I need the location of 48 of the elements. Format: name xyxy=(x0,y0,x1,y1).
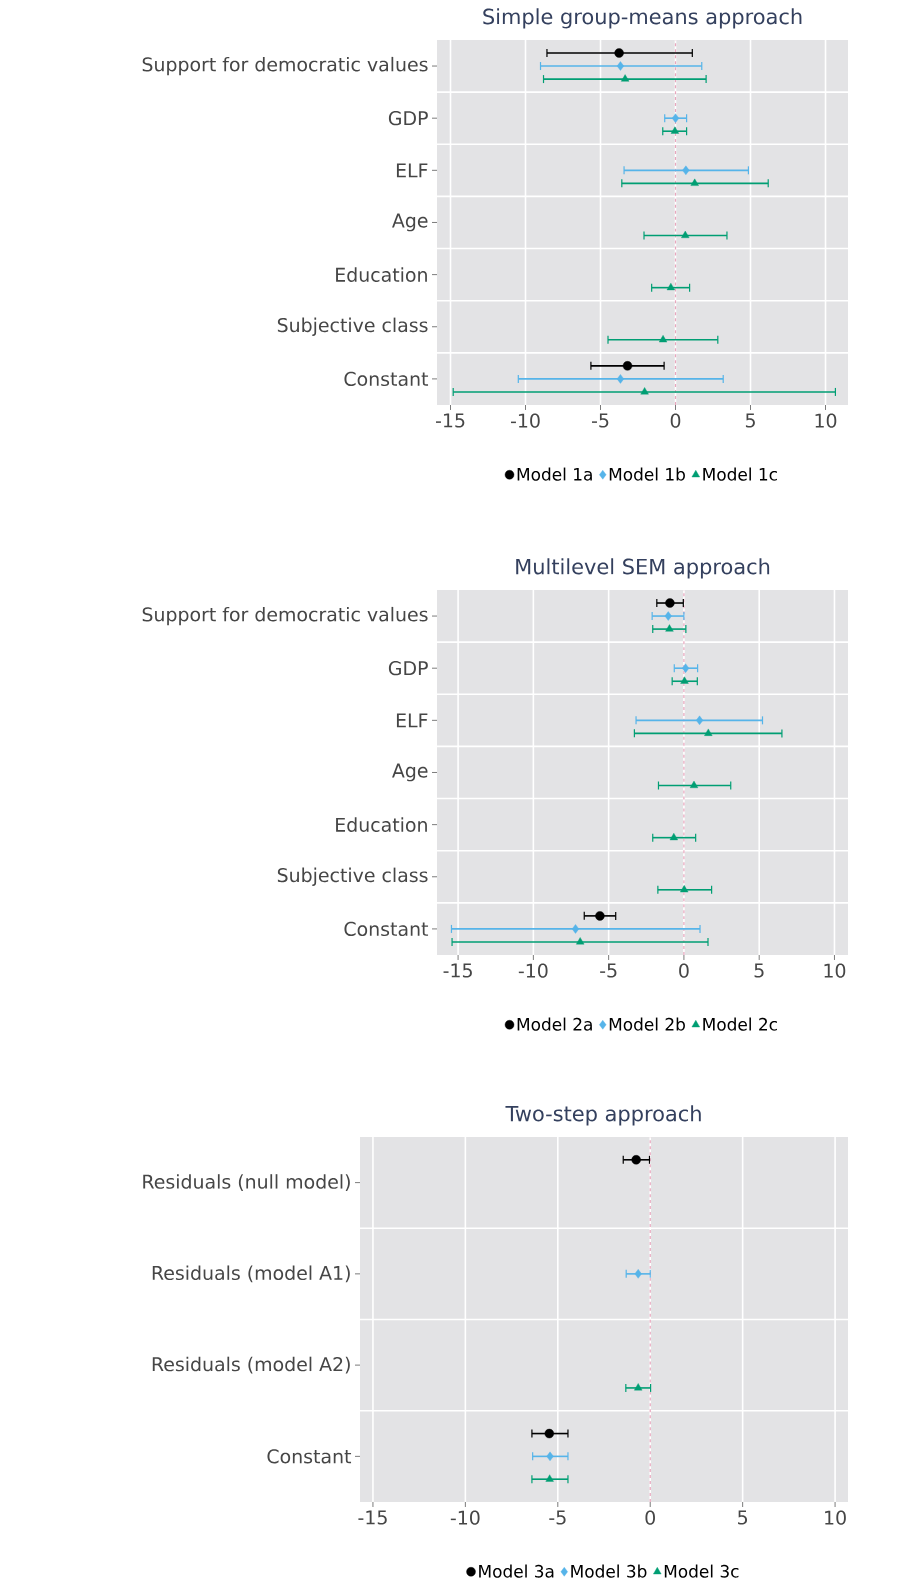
chart-title: Two-step approach xyxy=(505,1105,701,1126)
y-tick-label: ELF xyxy=(396,163,428,178)
y-tick-label: Support for democratic values xyxy=(142,56,428,76)
y-tick-label: Constant xyxy=(344,921,429,937)
x-tick-label: 5 xyxy=(754,963,764,978)
legend-label: Model 1b xyxy=(609,467,685,481)
y-tick-label: Age xyxy=(392,763,428,782)
y-tick-label: Support for democratic values xyxy=(142,606,428,626)
y-tick-label: Constant xyxy=(267,1449,352,1464)
x-tick-label: -15 xyxy=(358,1510,387,1525)
x-tick-label: 10 xyxy=(815,413,837,428)
x-tick-label: 0 xyxy=(679,963,689,978)
y-tick-label: ELF xyxy=(396,713,428,728)
y-tick-label: GDP xyxy=(388,661,428,676)
y-tick-label: Education xyxy=(336,267,427,282)
legend-label: Model 2a xyxy=(517,1017,592,1031)
x-tick-label: 5 xyxy=(745,413,755,428)
x-tick-label: -5 xyxy=(591,413,609,428)
y-tick-label: Residuals (model A2) xyxy=(152,1356,350,1374)
x-tick-label: 5 xyxy=(738,1510,748,1525)
chart-title: Simple group-means approach xyxy=(483,8,802,29)
legend-label: Model 1a xyxy=(517,467,592,481)
y-tick-label: Subjective class xyxy=(277,317,428,336)
x-tick-label: -10 xyxy=(510,413,540,428)
x-tick-label: 0 xyxy=(645,1510,655,1525)
x-tick-label: -5 xyxy=(600,963,617,978)
legend-label: Model 1c xyxy=(703,467,777,481)
x-tick-label: -15 xyxy=(443,963,472,978)
y-tick-label: Age xyxy=(392,213,428,232)
legend-label: Model 3a xyxy=(479,1564,554,1578)
y-tick-label: Subjective class xyxy=(277,867,428,886)
y-tick-label: Residuals (model A1) xyxy=(152,1265,350,1283)
x-tick-label: -15 xyxy=(435,413,465,428)
legend-label: Model 3c xyxy=(664,1564,739,1578)
chart-title: Multilevel SEM approach xyxy=(516,558,770,579)
y-tick-label: Education xyxy=(336,817,427,832)
y-tick-label: Residuals (null model) xyxy=(143,1174,350,1192)
legend-label: Model 2c xyxy=(703,1017,777,1031)
y-tick-label: Constant xyxy=(344,371,429,387)
legend-label: Model 3b xyxy=(571,1564,647,1578)
x-tick-label: -10 xyxy=(518,963,548,978)
x-tick-label: -5 xyxy=(549,1510,566,1525)
y-tick-label: GDP xyxy=(388,111,428,126)
x-tick-label: 0 xyxy=(670,413,681,428)
legend-label: Model 2b xyxy=(609,1017,685,1031)
x-tick-label: 10 xyxy=(824,963,846,978)
x-tick-label: -10 xyxy=(450,1510,480,1525)
x-tick-label: 10 xyxy=(825,1510,846,1525)
